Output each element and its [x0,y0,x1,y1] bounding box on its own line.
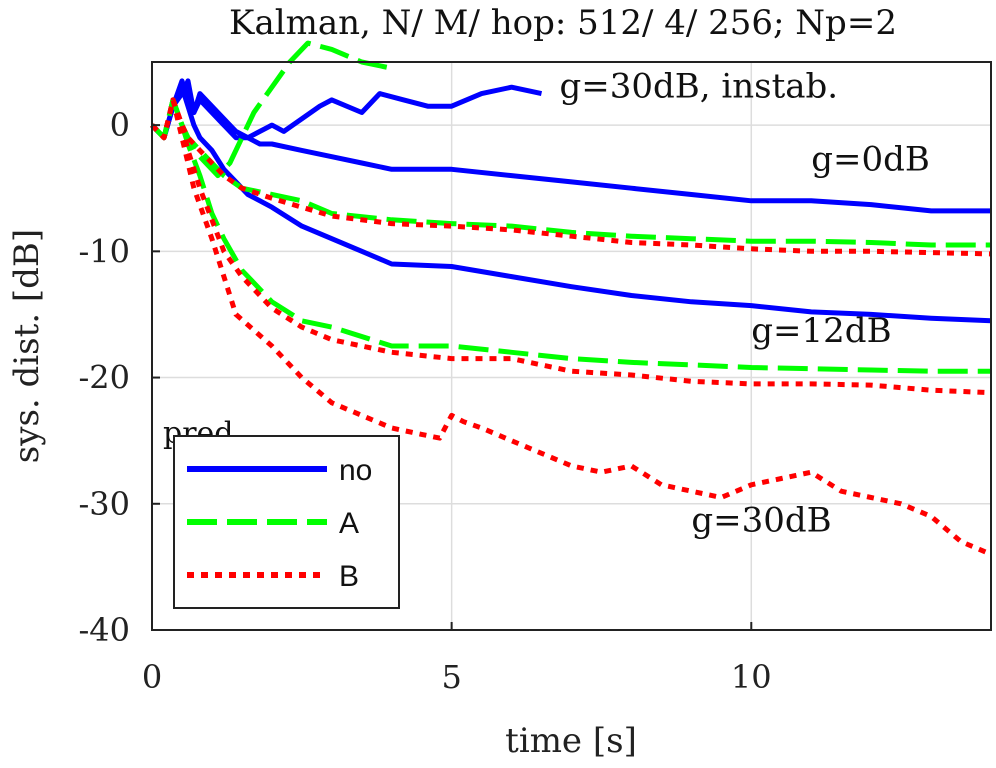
annotations: g=30dB, instab. g=0dB g=12dB g=30dB [560,66,930,540]
legend-label: B [339,560,359,593]
chart-title: Kalman, N/ M/ hop: 512/ 4/ 256; Np=2 [229,3,897,43]
y-tick-label: -10 [78,232,130,270]
x-tick-label: 10 [731,658,772,696]
x-tick-label: 0 [142,658,162,696]
legend-entries: no AB [187,454,372,593]
series-line-5 [150,97,991,374]
series-line-7 [150,97,992,396]
annotation-label: g=12dB [751,311,891,351]
series-line-1 [150,78,991,214]
y-tick-label: -30 [78,485,130,523]
x-axis-label: time [s] [505,721,637,761]
x-axis-ticks: 0 5 10 [142,622,772,696]
legend-label: A [339,507,359,540]
legend-label: no [339,454,372,487]
y-axis-label: sys. dist. [dB] [7,229,47,463]
plot-frame [151,61,992,631]
series-line-8 [150,97,992,557]
y-axis-ticks: 0 -10 -20 -30 -40 [78,106,160,649]
series-line-2 [150,84,992,324]
series-line-6 [150,97,992,257]
x-tick-label: 5 [441,658,461,696]
y-tick-label: -20 [78,359,130,397]
annotation-label: g=30dB [691,501,831,541]
series-line-0 [150,78,543,141]
annotation-label: g=0dB [811,140,930,180]
series-layer [150,40,992,557]
annotation-label: g=30dB, instab. [560,66,839,106]
y-tick-label: 0 [110,106,130,144]
y-tick-label: -40 [78,611,130,649]
